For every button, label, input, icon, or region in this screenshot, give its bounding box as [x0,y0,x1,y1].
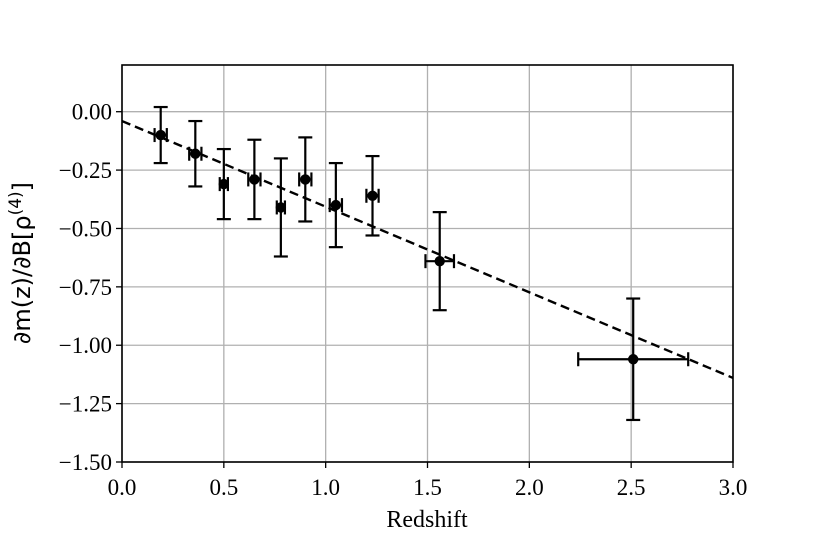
data-point [153,105,168,165]
data-point [247,138,262,221]
x-tick-label: 2.5 [617,475,646,500]
data-point [577,297,690,422]
x-tick-label: 0.0 [108,475,137,500]
data-point [298,136,313,223]
data-marker [434,255,445,267]
y-tick-label: −1.25 [59,392,112,417]
data-point [273,157,288,258]
data-marker [275,202,287,213]
data-marker [190,148,201,159]
y-axis-title-sup: (4) [6,191,26,215]
data-marker [249,174,260,185]
x-axis-ticks: 0.0 0.5 1.0 1.5 2.0 2.5 3.0 [108,462,748,500]
data-point [188,119,203,188]
data-marker [300,174,311,185]
y-axis-title-main: ∂m(z)/∂B[ρ [8,215,36,344]
x-tick-label: 2.0 [515,475,544,500]
data-marker [628,354,639,365]
x-tick-label: 3.0 [719,475,748,500]
y-axis-ticks: 0.00 −0.25 −0.50 −0.75 −1.00 −1.25 −1.50 [59,100,122,475]
x-tick-label: 0.5 [209,475,238,500]
fit-line [121,119,734,380]
y-tick-label: −0.75 [59,275,112,300]
data-point [365,154,380,237]
data-marker [218,178,230,190]
data-point [424,211,456,312]
data-points [153,105,690,422]
y-tick-label: −1.00 [59,333,112,358]
data-marker [330,199,342,211]
x-tick-label: 1.5 [413,475,442,500]
data-marker [155,129,166,141]
data-marker [367,190,378,201]
data-point [216,147,231,221]
fit-line-group [121,119,734,380]
y-axis-title-close: ] [8,182,36,191]
y-tick-label: 0.00 [72,100,112,125]
y-tick-label: −0.25 [59,158,112,183]
x-axis-title: Redshift [386,507,468,533]
x-tick-label: 1.0 [311,475,340,500]
y-tick-label: −0.50 [59,216,112,241]
y-axis-title: ∂m(z)/∂B[ρ(4)] [6,182,36,344]
grid [121,65,734,463]
y-tick-label: −1.50 [59,450,112,475]
data-point [328,161,344,249]
